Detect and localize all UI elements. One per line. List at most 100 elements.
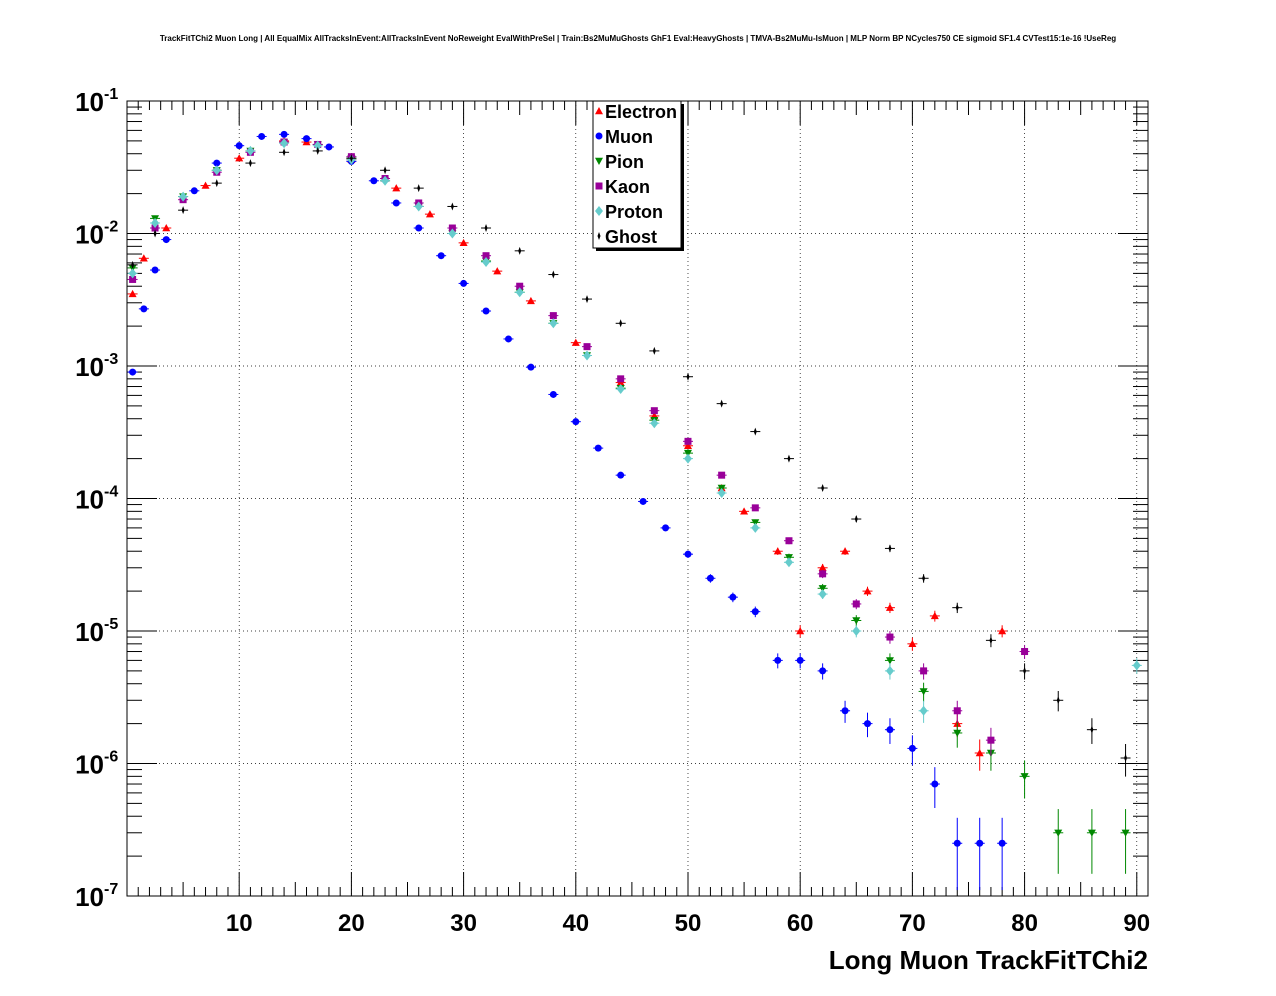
data-point-muon — [774, 656, 782, 664]
legend-label-proton: Proton — [605, 202, 663, 222]
data-point-ghost — [787, 454, 791, 463]
data-point-proton — [919, 705, 928, 716]
y-tick-label: 10 — [75, 352, 104, 382]
data-point-kaon — [920, 667, 928, 675]
data-point-electron — [526, 296, 535, 305]
data-point-electron — [235, 154, 244, 162]
series-kaon — [127, 138, 1030, 756]
x-tick-label: 10 — [226, 910, 253, 937]
data-point-ghost — [922, 574, 926, 583]
y-tick-exponent: -1 — [104, 86, 118, 103]
legend: Electron Muon Pion Kaon Proton Ghost — [592, 100, 684, 251]
data-point-kaon — [482, 252, 490, 260]
x-tick-label: 50 — [675, 910, 702, 937]
series-ghost — [127, 146, 1131, 777]
data-point-electron — [796, 627, 805, 635]
data-point-muon — [931, 780, 939, 788]
legend-marker-electron — [595, 107, 603, 115]
data-point-ghost — [153, 229, 157, 238]
data-point-electron — [773, 547, 782, 555]
data-point-proton — [583, 350, 592, 361]
y-tick-exponent: -4 — [104, 484, 118, 501]
data-point-muon — [953, 839, 961, 847]
x-tick-label: 20 — [338, 910, 365, 937]
data-point-electron — [162, 224, 171, 232]
data-point-proton — [246, 145, 255, 156]
data-point-proton — [414, 201, 423, 212]
x-axis-label: Long Muon TrackFitTChi2 — [828, 945, 1148, 975]
data-point-proton — [381, 175, 390, 186]
data-point-kaon — [886, 633, 894, 641]
data-point-muon — [908, 744, 916, 752]
data-point-kaon — [650, 407, 658, 415]
data-point-kaon — [151, 224, 159, 232]
data-point-muon — [370, 177, 378, 185]
data-point-pion — [852, 617, 861, 625]
data-point-proton — [280, 138, 289, 149]
y-tick-label: 10 — [75, 750, 104, 780]
data-point-ghost — [450, 202, 454, 211]
data-point-proton — [852, 626, 861, 636]
data-point-muon — [190, 187, 198, 195]
data-point-electron — [740, 507, 749, 515]
data-point-proton — [448, 228, 457, 239]
data-point-muon — [392, 199, 400, 207]
data-point-ghost — [131, 260, 135, 269]
data-point-ghost — [551, 270, 555, 279]
data-point-muon — [976, 839, 984, 847]
data-point-ghost — [585, 295, 589, 304]
data-point-pion — [683, 449, 692, 458]
data-point-kaon — [751, 504, 759, 512]
data-point-electron — [930, 611, 939, 620]
legend-marker-muon — [595, 132, 603, 140]
data-point-kaon — [129, 275, 137, 283]
data-point-kaon — [953, 707, 961, 715]
data-point-muon — [280, 130, 288, 138]
data-point-electron — [841, 547, 850, 555]
data-point-kaon — [718, 471, 726, 479]
data-point-pion — [818, 585, 827, 593]
data-point-ghost — [720, 399, 724, 408]
data-point-ghost — [955, 603, 959, 612]
data-point-proton — [683, 453, 692, 464]
data-point-muon — [258, 132, 266, 140]
data-point-muon — [235, 142, 243, 150]
data-point-ghost — [1124, 754, 1128, 763]
data-point-muon — [594, 444, 602, 452]
x-tick-label: 60 — [787, 910, 814, 937]
x-tick-label: 40 — [562, 910, 589, 937]
data-point-pion — [751, 519, 760, 527]
x-tick-label: 70 — [899, 910, 926, 937]
data-point-kaon — [1021, 648, 1029, 656]
data-point-kaon — [684, 437, 692, 445]
data-point-ghost — [417, 184, 421, 193]
data-point-muon — [303, 135, 311, 143]
data-point-pion — [1020, 773, 1029, 781]
data-point-ghost — [619, 319, 623, 328]
legend-box — [592, 100, 682, 249]
data-point-electron — [998, 627, 1007, 635]
data-point-proton — [885, 665, 894, 676]
data-point-ghost — [821, 484, 825, 493]
data-point-electron — [571, 338, 580, 346]
data-point-muon — [151, 266, 159, 274]
data-point-kaon — [852, 600, 860, 608]
y-tick-label: 10 — [75, 617, 104, 647]
data-point-muon — [162, 236, 170, 244]
data-point-proton — [784, 557, 793, 568]
data-point-proton — [616, 384, 625, 395]
data-point-muon — [437, 252, 445, 260]
data-point-electron — [128, 289, 137, 298]
data-point-ghost — [349, 154, 353, 163]
series-electron — [127, 136, 1008, 771]
data-point-proton — [212, 165, 221, 176]
data-point-proton — [128, 268, 137, 279]
data-point-ghost — [215, 179, 219, 188]
y-tick-label: 10 — [75, 87, 104, 117]
data-point-kaon — [516, 282, 524, 290]
data-point-electron — [459, 238, 468, 247]
y-tick-label: 10 — [75, 485, 104, 515]
data-point-proton — [818, 589, 827, 600]
data-point-proton — [313, 140, 322, 151]
